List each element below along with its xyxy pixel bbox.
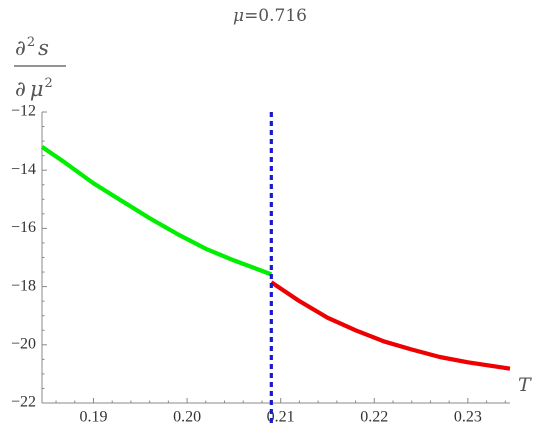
svg-text:∂2s: ∂2 s	[15, 35, 49, 60]
title-value: =0.716	[244, 6, 307, 26]
series-line-1	[40, 145, 273, 277]
title-mu: μ	[233, 6, 244, 26]
x-tick-label: 0.23	[454, 409, 482, 426]
x-tick-label: 0.21	[267, 409, 295, 426]
ylabel-den-d: ∂	[15, 77, 26, 101]
svg-text:∂μ2: ∂ μ2	[15, 76, 53, 101]
x-tick-label: 0.22	[360, 409, 388, 426]
ylabel-num-s: s	[38, 36, 49, 60]
y-axis-label: ∂2 s ∂ μ2	[14, 35, 66, 101]
y-tick-label: −14	[11, 161, 36, 178]
x-ticks: 0.19 0.20 0.21 0.22 0.23	[55, 398, 506, 426]
y-tick-label: −22	[11, 394, 36, 411]
series-line-2	[270, 280, 511, 371]
x-axis-label: T	[518, 374, 532, 396]
x-tick-label: 0.20	[173, 409, 201, 426]
y-tick-label: −20	[11, 335, 36, 352]
chart-title: μ=0.716	[233, 6, 307, 26]
y-tick-label: −18	[11, 277, 36, 294]
ylabel-num-exp: 2	[27, 35, 35, 50]
y-ticks: −22 −20 −18 −16 −14 −12	[11, 103, 47, 411]
y-tick-label: −12	[11, 103, 36, 120]
y-tick-label: −16	[11, 219, 36, 236]
ylabel-den-mu: μ	[30, 77, 44, 101]
ylabel-num-d: ∂	[15, 36, 26, 60]
series-layer	[40, 145, 511, 371]
x-tick-label: 0.19	[79, 409, 107, 426]
ylabel-den-exp: 2	[45, 76, 53, 91]
